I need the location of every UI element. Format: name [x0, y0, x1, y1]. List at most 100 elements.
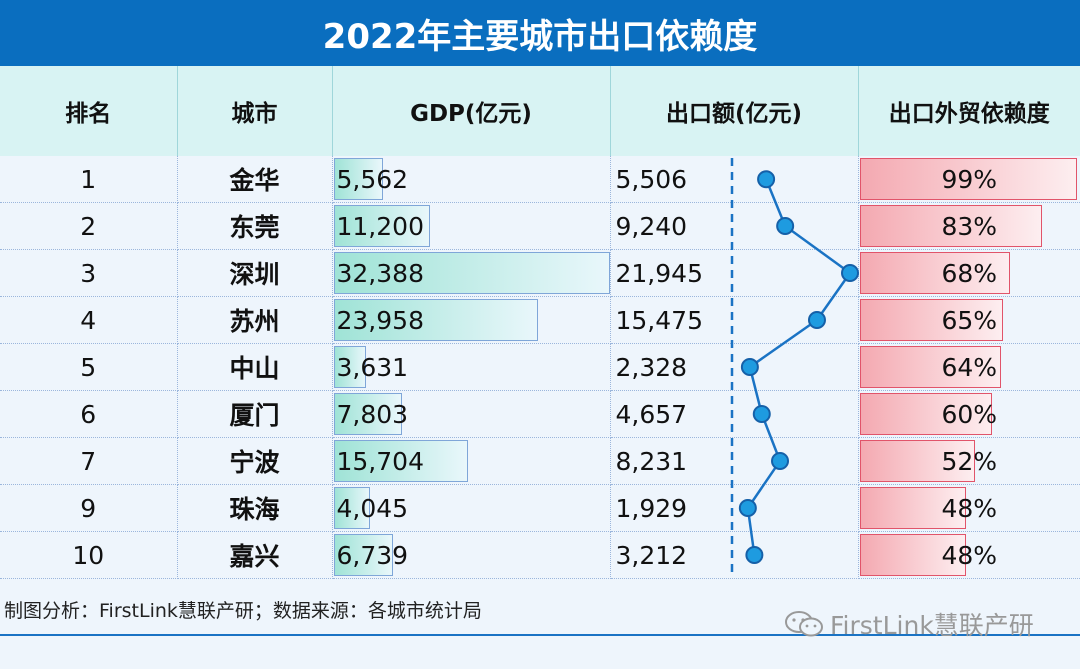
- gdp-bar: [333, 205, 431, 247]
- exports-value: 9,240: [615, 211, 688, 241]
- gdp-cell: 23,958: [332, 296, 611, 344]
- dependency-cell: 60%: [858, 390, 1080, 438]
- chart-title: 2022年主要城市出口依赖度: [0, 0, 1080, 66]
- city-cell: 宁波: [177, 437, 333, 485]
- dependency-cell: 99%: [858, 156, 1080, 203]
- dependency-cell: 68%: [858, 249, 1080, 297]
- rank-cell: 7: [0, 437, 178, 485]
- exports-value: 2,328: [615, 352, 688, 382]
- exports-value: 1,929: [615, 493, 688, 523]
- dependency-cell: 48%: [858, 531, 1080, 579]
- gdp-value: 11,200: [336, 211, 424, 241]
- city-cell: 苏州: [177, 296, 333, 344]
- table-row: 2 东莞 11,200 9,240 83%: [0, 202, 1080, 250]
- city-cell: 东莞: [177, 202, 333, 250]
- gdp-cell: 11,200: [332, 202, 611, 250]
- dependency-bar: [859, 158, 1078, 200]
- gdp-value: 32,388: [336, 258, 424, 288]
- gdp-value: 6,739: [336, 540, 409, 570]
- exports-cell: 1,929: [610, 484, 859, 532]
- city-cell: 厦门: [177, 390, 333, 438]
- dependency-cell: 52%: [858, 437, 1080, 485]
- gdp-bar: [333, 252, 609, 294]
- data-table: 排名 城市 GDP(亿元) 出口额(亿元) 出口外贸依赖度 1 金华 5,562 5,…: [0, 66, 1080, 579]
- exports-value: 8,231: [615, 446, 688, 476]
- header-gdp: GDP(亿元): [332, 66, 611, 156]
- table-row: 9 珠海 4,045 1,929 48%: [0, 484, 1080, 532]
- gdp-cell: 15,704: [332, 437, 611, 485]
- exports-cell: 8,231: [610, 437, 859, 485]
- gdp-cell: 32,388: [332, 249, 611, 297]
- watermark: FirstLink慧联产研: [784, 606, 1034, 642]
- header-exports: 出口额(亿元): [610, 66, 859, 156]
- header-dependency: 出口外贸依赖度: [858, 66, 1080, 156]
- dependency-value: 68%: [941, 258, 998, 288]
- source-note: 制图分析：FirstLink慧联产研；数据来源：各城市统计局: [4, 600, 482, 622]
- gdp-value: 3,631: [336, 352, 409, 382]
- dependency-cell: 64%: [858, 343, 1080, 391]
- table-row: 3 深圳 32,388 21,945 68%: [0, 249, 1080, 297]
- exports-cell: 15,475: [610, 296, 859, 344]
- table-row: 4 苏州 23,958 15,475 65%: [0, 296, 1080, 344]
- gdp-bar: [333, 346, 367, 388]
- table-row: 5 中山 3,631 2,328 64%: [0, 343, 1080, 391]
- dependency-bar: [859, 299, 1004, 341]
- table-row: 6 厦门 7,803 4,657 60%: [0, 390, 1080, 438]
- dependency-bar: [859, 346, 1002, 388]
- exports-cell: 2,328: [610, 343, 859, 391]
- rank-cell: 4: [0, 296, 178, 344]
- exports-cell: 21,945: [610, 249, 859, 297]
- gdp-bar: [333, 534, 393, 576]
- table-row: 1 金华 5,562 5,506 99%: [0, 156, 1080, 203]
- dependency-bar: [859, 534, 967, 576]
- dependency-bar: [859, 440, 975, 482]
- exports-value: 21,945: [615, 258, 703, 288]
- gdp-value: 15,704: [336, 446, 424, 476]
- gdp-cell: 3,631: [332, 343, 611, 391]
- header-rank: 排名: [0, 66, 178, 156]
- gdp-cell: 7,803: [332, 390, 611, 438]
- footer-divider: [0, 634, 1080, 636]
- city-cell: 深圳: [177, 249, 333, 297]
- dependency-bar: [859, 252, 1010, 294]
- exports-cell: 5,506: [610, 156, 859, 203]
- dependency-cell: 83%: [858, 202, 1080, 250]
- dependency-value: 65%: [941, 305, 998, 335]
- gdp-value: 23,958: [336, 305, 424, 335]
- rank-cell: 10: [0, 531, 178, 579]
- rank-cell: 1: [0, 156, 178, 203]
- table-header-row: 排名 城市 GDP(亿元) 出口额(亿元) 出口外贸依赖度: [0, 66, 1080, 156]
- dependency-cell: 65%: [858, 296, 1080, 344]
- dependency-value: 99%: [941, 164, 998, 194]
- exports-value: 15,475: [615, 305, 703, 335]
- dependency-value: 48%: [941, 540, 998, 570]
- exports-cell: 4,657: [610, 390, 859, 438]
- rank-cell: 3: [0, 249, 178, 297]
- city-cell: 中山: [177, 343, 333, 391]
- dependency-bar: [859, 205, 1043, 247]
- table-row: 10 嘉兴 6,739 3,212 48%: [0, 531, 1080, 579]
- rank-cell: 9: [0, 484, 178, 532]
- gdp-bar: [333, 393, 402, 435]
- dependency-cell: 48%: [858, 484, 1080, 532]
- dependency-value: 52%: [941, 446, 998, 476]
- gdp-cell: 5,562: [332, 156, 611, 203]
- dependency-value: 64%: [941, 352, 998, 382]
- watermark-text: FirstLink慧联产研: [830, 611, 1034, 640]
- dependency-bar: [859, 393, 993, 435]
- gdp-bar: [333, 299, 539, 341]
- rank-cell: 6: [0, 390, 178, 438]
- exports-value: 3,212: [615, 540, 688, 570]
- exports-cell: 9,240: [610, 202, 859, 250]
- city-cell: 嘉兴: [177, 531, 333, 579]
- header-city: 城市: [177, 66, 333, 156]
- gdp-bar: [333, 158, 383, 200]
- gdp-cell: 6,739: [332, 531, 611, 579]
- gdp-value: 4,045: [336, 493, 409, 523]
- dependency-value: 83%: [941, 211, 998, 241]
- table-row: 7 宁波 15,704 8,231 52%: [0, 437, 1080, 485]
- rank-cell: 5: [0, 343, 178, 391]
- rank-cell: 2: [0, 202, 178, 250]
- wechat-icon: [785, 611, 823, 637]
- exports-cell: 3,212: [610, 531, 859, 579]
